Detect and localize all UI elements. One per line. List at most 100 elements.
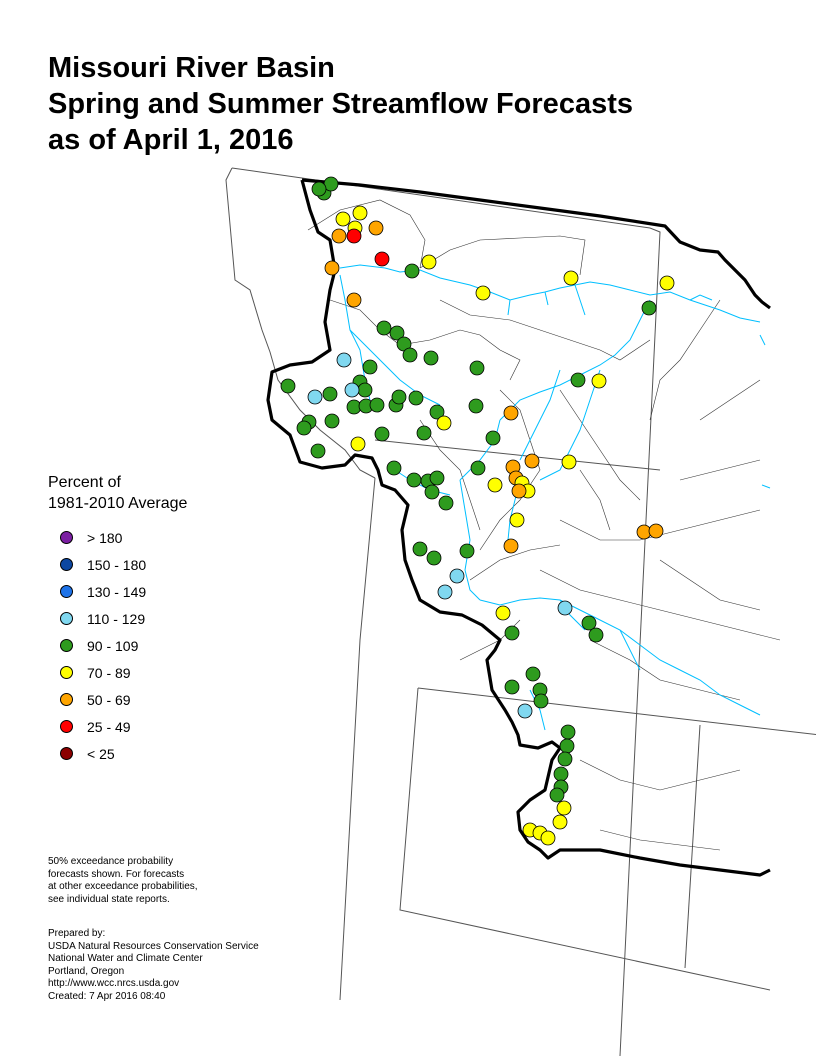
legend-swatch xyxy=(60,558,73,571)
forecast-point xyxy=(459,543,475,559)
basin-boundary xyxy=(266,179,771,877)
legend-swatch xyxy=(60,639,73,652)
legend-swatch xyxy=(60,666,73,679)
forecast-point xyxy=(404,263,420,279)
legend-title-line-1: Percent of xyxy=(48,474,121,491)
forecast-point xyxy=(307,389,323,405)
forecast-point xyxy=(553,766,569,782)
legend-label: 90 - 109 xyxy=(87,637,139,654)
legend-item: < 25 xyxy=(48,740,187,767)
credits-line: National Water and Climate Center xyxy=(48,953,203,964)
legend-label: > 180 xyxy=(87,529,123,546)
forecast-point xyxy=(469,360,485,376)
legend-swatch xyxy=(60,720,73,733)
forecast-point xyxy=(416,425,432,441)
forecast-point xyxy=(559,738,575,754)
legend-label: 70 - 89 xyxy=(87,664,131,681)
title-line-1: Missouri River Basin xyxy=(48,52,335,84)
forecast-point xyxy=(525,666,541,682)
forecast-point xyxy=(352,205,368,221)
forecast-point xyxy=(581,615,597,631)
credits-line: Portland, Oregon xyxy=(48,965,125,977)
state-boundaries xyxy=(225,167,816,1056)
legend-label: 150 - 180 xyxy=(87,556,147,573)
forecast-point xyxy=(374,426,390,442)
legend-item: 110 - 129 xyxy=(48,605,187,632)
forecast-point xyxy=(468,398,484,414)
forecast-point xyxy=(495,605,511,621)
credits-line: Prepared by: xyxy=(48,928,106,939)
forecast-point xyxy=(557,600,573,616)
legend-label: 25 - 49 xyxy=(87,718,131,735)
credits: Prepared by: USDA Natural Resources Cons… xyxy=(48,928,259,1003)
forecast-point xyxy=(402,347,418,363)
forecast-point xyxy=(324,413,340,429)
forecast-point xyxy=(475,285,491,301)
note-line: see individual state reports. xyxy=(48,893,170,905)
legend-title-line-2: 1981-2010 Average xyxy=(48,495,188,512)
forecast-point xyxy=(426,550,442,566)
forecast-point xyxy=(436,415,452,431)
legend: Percent of 1981-2010 Average > 180 150 -… xyxy=(48,472,187,767)
forecast-point xyxy=(556,800,572,816)
forecast-point xyxy=(346,292,362,308)
forecast-point xyxy=(296,420,312,436)
forecast-point xyxy=(408,390,424,406)
forecast-point xyxy=(357,382,373,398)
forecast-point xyxy=(310,443,326,459)
legend-swatch xyxy=(60,612,73,625)
forecast-point xyxy=(429,470,445,486)
forecast-point xyxy=(437,584,453,600)
forecast-point xyxy=(540,830,556,846)
forecast-point xyxy=(557,751,573,767)
legend-item: 150 - 180 xyxy=(48,551,187,578)
forecast-point xyxy=(369,397,385,413)
legend-label: 130 - 149 xyxy=(87,583,147,600)
legend-item: 90 - 109 xyxy=(48,632,187,659)
forecast-point xyxy=(424,484,440,500)
note-line: forecasts shown. For forecasts xyxy=(48,868,185,880)
forecast-point xyxy=(487,477,503,493)
legend-swatch xyxy=(60,585,73,598)
forecast-point xyxy=(641,300,657,316)
forecast-point xyxy=(346,228,362,244)
credits-created: Created: 7 Apr 2016 08:40 xyxy=(48,990,166,1002)
forecast-point xyxy=(552,814,568,830)
legend-swatch xyxy=(60,531,73,544)
forecast-point xyxy=(563,270,579,286)
forecast-point xyxy=(503,538,519,554)
legend-item: 70 - 89 xyxy=(48,659,187,686)
forecast-point xyxy=(331,228,347,244)
forecast-point xyxy=(524,453,540,469)
forecast-point xyxy=(591,373,607,389)
forecast-point xyxy=(588,627,604,643)
forecast-point xyxy=(549,787,565,803)
credits-url[interactable]: http://www.wcc.nrcs.usda.gov xyxy=(48,978,180,989)
forecast-point xyxy=(376,320,392,336)
legend-item: 50 - 69 xyxy=(48,686,187,713)
legend-label: 50 - 69 xyxy=(87,691,131,708)
forecast-point xyxy=(391,389,407,405)
legend-label: 110 - 129 xyxy=(87,610,146,627)
note-line: at other exceedance probabilities, xyxy=(48,881,198,892)
legend-label: < 25 xyxy=(87,745,115,762)
legend-swatch xyxy=(60,747,73,760)
forecast-point xyxy=(449,568,465,584)
map-title: Missouri River Basin Spring and Summer S… xyxy=(48,50,633,158)
legend-item: 130 - 149 xyxy=(48,578,187,605)
forecast-point xyxy=(386,460,402,476)
legend-items: > 180 150 - 180 130 - 149 110 - 129 90 -… xyxy=(48,524,187,767)
exceedance-note: 50% exceedance probability forecasts sho… xyxy=(48,856,198,906)
forecast-point xyxy=(570,372,586,388)
forecast-point xyxy=(504,625,520,641)
title-line-2: Spring and Summer Streamflow Forecasts xyxy=(48,88,633,120)
forecast-point xyxy=(368,220,384,236)
forecast-point xyxy=(324,260,340,276)
basin-boundary-north xyxy=(301,178,771,310)
forecast-point xyxy=(344,382,360,398)
forecast-point xyxy=(504,679,520,695)
forecast-point xyxy=(311,181,327,197)
forecast-point xyxy=(362,359,378,375)
forecast-points xyxy=(280,176,675,846)
